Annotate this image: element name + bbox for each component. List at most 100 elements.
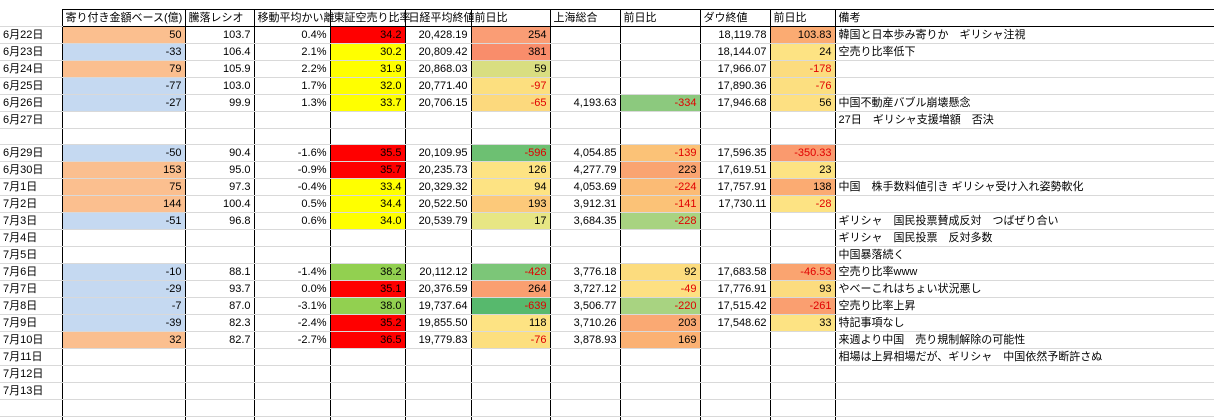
dow-close-cell[interactable]	[699, 348, 771, 367]
short-sell-ratio-cell[interactable]: 38.2	[329, 263, 406, 282]
dow-change-cell[interactable]	[769, 111, 836, 129]
nikkei-close-cell[interactable]: 20,329.32	[404, 178, 472, 197]
ma-deviation-cell[interactable]	[253, 128, 331, 146]
dow-close-cell[interactable]: 18,144.07	[699, 43, 771, 61]
nikkei-change-cell[interactable]	[470, 382, 551, 401]
open-base-cell[interactable]: -7	[61, 297, 186, 316]
nikkei-change-cell[interactable]: -76	[470, 331, 551, 350]
date-cell[interactable]: 6月22日	[0, 26, 62, 44]
open-base-cell[interactable]: -77	[61, 77, 186, 95]
ma-deviation-cell[interactable]: -0.4%	[253, 178, 331, 197]
open-base-cell[interactable]: -10	[61, 263, 186, 282]
open-base-cell[interactable]	[61, 128, 186, 146]
nikkei-close-cell[interactable]: 19,779.83	[404, 331, 472, 350]
shanghai-close-cell[interactable]: 3,710.26	[549, 314, 621, 333]
date-cell[interactable]: 6月29日	[0, 144, 62, 163]
nikkei-close-cell[interactable]: 20,428.19	[404, 26, 472, 44]
adv-decline-ratio-cell[interactable]: 105.9	[184, 60, 255, 78]
shanghai-close-cell[interactable]: 3,727.12	[549, 280, 621, 299]
ma-deviation-cell[interactable]	[253, 246, 331, 265]
dow-close-cell[interactable]	[699, 128, 771, 146]
short-sell-ratio-cell[interactable]: 33.4	[329, 178, 406, 197]
date-cell[interactable]: 7月12日	[0, 365, 62, 384]
nikkei-change-cell[interactable]	[470, 128, 551, 146]
date-cell[interactable]	[0, 128, 62, 146]
shanghai-change-cell[interactable]	[619, 43, 701, 61]
nikkei-close-cell[interactable]: 19,855.50	[404, 314, 472, 333]
dow-close-cell[interactable]: 17,683.58	[699, 263, 771, 282]
nikkei-close-cell[interactable]: 20,809.42	[404, 43, 472, 61]
shanghai-close-cell[interactable]: 4,054.85	[549, 144, 621, 163]
shanghai-change-cell[interactable]: -220	[619, 297, 701, 316]
short-sell-ratio-cell[interactable]: 35.1	[329, 280, 406, 299]
remark-cell[interactable]	[835, 416, 1214, 420]
shanghai-close-cell[interactable]	[549, 60, 621, 78]
dow-change-cell[interactable]: 138	[769, 178, 836, 197]
adv-decline-ratio-cell[interactable]: 97.3	[184, 178, 255, 197]
short-sell-ratio-cell[interactable]	[329, 416, 406, 420]
ma-deviation-cell[interactable]	[253, 382, 331, 401]
dow-change-cell[interactable]: 103.83	[769, 26, 836, 44]
remark-cell[interactable]: 特記事項なし	[835, 314, 1214, 333]
adv-decline-ratio-cell[interactable]	[184, 399, 255, 417]
col-header-nikkei-close[interactable]: 日経平均終値	[404, 9, 475, 27]
nikkei-close-cell[interactable]: 20,539.79	[404, 212, 472, 231]
nikkei-change-cell[interactable]: 126	[470, 161, 551, 180]
open-base-cell[interactable]: -51	[61, 212, 186, 231]
date-cell[interactable]	[0, 416, 62, 420]
ma-deviation-cell[interactable]	[253, 416, 331, 420]
dow-change-cell[interactable]: -76	[769, 77, 836, 95]
short-sell-ratio-cell[interactable]	[329, 382, 406, 401]
shanghai-change-cell[interactable]	[619, 26, 701, 44]
dow-close-cell[interactable]	[699, 111, 771, 129]
dow-change-cell[interactable]	[769, 212, 836, 231]
short-sell-ratio-cell[interactable]: 35.2	[329, 314, 406, 333]
col-header-shanghai-close[interactable]: 上海総合	[549, 9, 621, 27]
dow-close-cell[interactable]	[699, 331, 771, 350]
short-sell-ratio-cell[interactable]: 35.7	[329, 161, 406, 180]
remark-cell[interactable]	[835, 399, 1214, 417]
adv-decline-ratio-cell[interactable]: 96.8	[184, 212, 255, 231]
open-base-cell[interactable]: 144	[61, 195, 186, 214]
dow-change-cell[interactable]	[769, 365, 836, 384]
adv-decline-ratio-cell[interactable]: 106.4	[184, 43, 255, 61]
nikkei-change-cell[interactable]: 193	[470, 195, 551, 214]
remark-cell[interactable]: 空売り比率上昇	[835, 297, 1214, 316]
shanghai-change-cell[interactable]	[619, 365, 701, 384]
date-cell[interactable]: 7月8日	[0, 297, 62, 316]
shanghai-change-cell[interactable]	[619, 77, 701, 95]
short-sell-ratio-cell[interactable]: 31.9	[329, 60, 406, 78]
dow-change-cell[interactable]: 93	[769, 280, 836, 299]
ma-deviation-cell[interactable]: -1.4%	[253, 263, 331, 282]
adv-decline-ratio-cell[interactable]: 100.4	[184, 195, 255, 214]
dow-close-cell[interactable]	[699, 212, 771, 231]
remark-cell[interactable]: ギリシャ 国民投票 反対多数	[835, 229, 1214, 248]
nikkei-change-cell[interactable]	[470, 229, 551, 248]
remark-cell[interactable]	[835, 382, 1214, 401]
shanghai-close-cell[interactable]	[549, 382, 621, 401]
date-cell[interactable]	[0, 399, 62, 417]
open-base-cell[interactable]: 79	[61, 60, 186, 78]
remark-cell[interactable]: 中国暴落続く	[835, 246, 1214, 265]
date-cell[interactable]: 6月30日	[0, 161, 62, 180]
remark-cell[interactable]	[835, 144, 1214, 163]
dow-change-cell[interactable]: -178	[769, 60, 836, 78]
adv-decline-ratio-cell[interactable]: 82.3	[184, 314, 255, 333]
adv-decline-ratio-cell[interactable]	[184, 111, 255, 129]
shanghai-change-cell[interactable]	[619, 399, 701, 417]
nikkei-close-cell[interactable]: 20,376.59	[404, 280, 472, 299]
date-cell[interactable]: 7月11日	[0, 348, 62, 367]
col-header-nikkei-change[interactable]: 前日比	[470, 9, 551, 27]
dow-close-cell[interactable]: 17,757.91	[699, 178, 771, 197]
dow-change-cell[interactable]	[769, 229, 836, 248]
shanghai-close-cell[interactable]	[549, 43, 621, 61]
nikkei-close-cell[interactable]	[404, 382, 472, 401]
dow-close-cell[interactable]	[699, 246, 771, 265]
nikkei-change-cell[interactable]: -97	[470, 77, 551, 95]
shanghai-close-cell[interactable]	[549, 26, 621, 44]
date-cell[interactable]: 6月27日	[0, 111, 62, 129]
short-sell-ratio-cell[interactable]: 33.7	[329, 94, 406, 112]
adv-decline-ratio-cell[interactable]: 88.1	[184, 263, 255, 282]
dow-close-cell[interactable]	[699, 399, 771, 417]
nikkei-change-cell[interactable]: -65	[470, 94, 551, 112]
